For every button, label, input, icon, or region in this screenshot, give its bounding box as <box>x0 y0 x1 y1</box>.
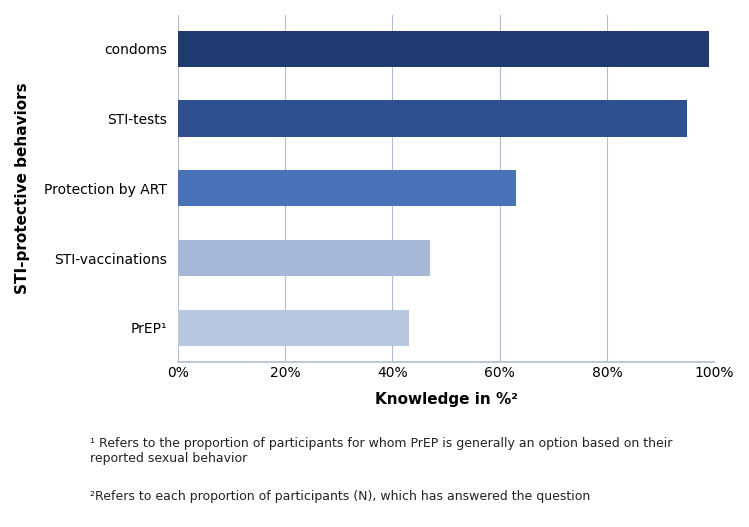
X-axis label: Knowledge in %²: Knowledge in %² <box>374 392 518 407</box>
Bar <box>178 170 516 207</box>
Y-axis label: STI-protective behaviors: STI-protective behaviors <box>15 83 30 294</box>
Text: ¹ Refers to the proportion of participants for whom PrEP is generally an option : ¹ Refers to the proportion of participan… <box>90 437 673 465</box>
Bar <box>178 31 709 67</box>
Text: ²Refers to each proportion of participants (N), which has answered the question: ²Refers to each proportion of participan… <box>90 490 590 503</box>
Bar <box>178 101 688 136</box>
Bar <box>178 240 430 276</box>
Bar <box>178 310 408 346</box>
